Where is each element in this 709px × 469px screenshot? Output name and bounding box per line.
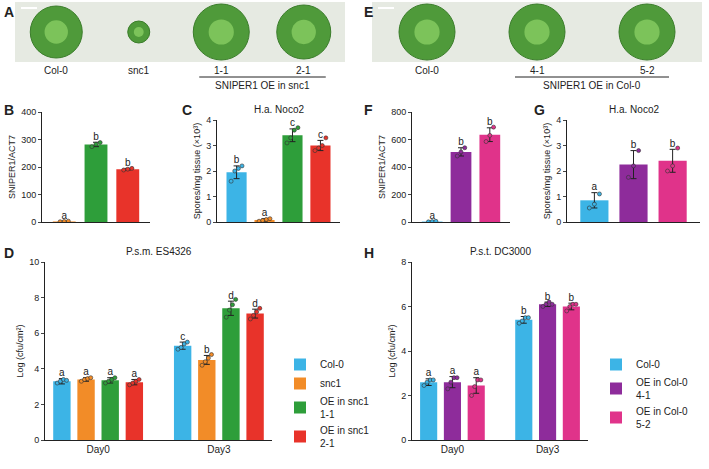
svg-text:a: a xyxy=(61,210,67,221)
svg-text:a: a xyxy=(450,365,456,376)
svg-text:b: b xyxy=(234,154,240,165)
svg-text:4: 4 xyxy=(34,364,39,374)
svg-text:a: a xyxy=(592,181,598,192)
svg-text:Log (cfu/cm²): Log (cfu/cm²) xyxy=(15,324,25,377)
svg-text:b: b xyxy=(487,116,493,127)
svg-text:2-1: 2-1 xyxy=(296,65,311,76)
svg-text:c: c xyxy=(180,331,185,342)
svg-text:Day0: Day0 xyxy=(441,444,465,455)
svg-text:2: 2 xyxy=(401,391,406,401)
svg-text:a: a xyxy=(429,210,435,221)
svg-text:Day0: Day0 xyxy=(86,444,110,455)
svg-text:8: 8 xyxy=(34,293,39,303)
svg-text:a: a xyxy=(132,368,138,379)
svg-text:b: b xyxy=(631,139,637,150)
svg-text:Log (cfu/cm²): Log (cfu/cm²) xyxy=(387,324,397,377)
svg-text:a: a xyxy=(83,366,89,377)
svg-text:G: G xyxy=(534,102,545,118)
svg-text:10: 10 xyxy=(29,257,39,267)
svg-text:5-2: 5-2 xyxy=(640,65,655,76)
svg-text:A: A xyxy=(4,4,14,20)
svg-text:1: 1 xyxy=(556,192,561,202)
svg-text:SNIPER1/ACT7: SNIPER1/ACT7 xyxy=(7,135,17,199)
svg-text:b: b xyxy=(569,292,575,303)
svg-text:b: b xyxy=(125,157,131,168)
svg-text:Col-0: Col-0 xyxy=(44,65,68,76)
svg-text:d: d xyxy=(228,290,234,301)
svg-text:SNIPER1/ACT7: SNIPER1/ACT7 xyxy=(377,135,387,199)
svg-text:OE in snc11-1: OE in snc11-1 xyxy=(320,396,369,420)
svg-text:2: 2 xyxy=(34,400,39,410)
svg-text:b: b xyxy=(670,138,676,149)
svg-text:Spores/mg tissue (×10³): Spores/mg tissue (×10³) xyxy=(542,123,552,219)
svg-text:snc1: snc1 xyxy=(320,378,342,389)
svg-text:3: 3 xyxy=(556,141,561,151)
svg-text:Day3: Day3 xyxy=(207,444,231,455)
svg-text:c: c xyxy=(290,117,295,128)
svg-text:a: a xyxy=(107,366,113,377)
svg-text:snc1: snc1 xyxy=(128,65,150,76)
svg-text:F: F xyxy=(364,102,373,118)
svg-text:300: 300 xyxy=(21,135,36,145)
svg-text:P.s.t. DC3000: P.s.t. DC3000 xyxy=(470,246,531,257)
svg-text:SNIPER1 OE in Col-0: SNIPER1 OE in Col-0 xyxy=(543,80,641,91)
svg-text:a: a xyxy=(473,366,479,377)
svg-text:2: 2 xyxy=(556,166,561,176)
svg-text:OE in Col-05-2: OE in Col-05-2 xyxy=(636,406,688,430)
svg-text:Col-0: Col-0 xyxy=(320,359,344,370)
svg-text:800: 800 xyxy=(391,107,406,117)
svg-text:Spores/mg tissue (×10³): Spores/mg tissue (×10³) xyxy=(192,123,202,219)
svg-text:1: 1 xyxy=(206,192,211,202)
svg-text:200: 200 xyxy=(391,190,406,200)
svg-text:SNIPER1 OE in snc1: SNIPER1 OE in snc1 xyxy=(215,80,310,91)
svg-text:0: 0 xyxy=(34,435,39,445)
svg-text:4: 4 xyxy=(206,115,211,125)
svg-text:a: a xyxy=(426,367,432,378)
svg-text:P.s.m. ES4326: P.s.m. ES4326 xyxy=(126,246,192,257)
svg-text:H.a. Noco2: H.a. Noco2 xyxy=(254,104,304,115)
svg-text:d: d xyxy=(252,298,258,309)
svg-text:6: 6 xyxy=(34,328,39,338)
svg-text:H.a. Noco2: H.a. Noco2 xyxy=(609,104,659,115)
svg-text:b: b xyxy=(521,305,527,316)
svg-text:Col-0: Col-0 xyxy=(636,359,660,370)
svg-text:Col-0: Col-0 xyxy=(415,65,439,76)
svg-text:E: E xyxy=(364,4,373,20)
svg-text:4-1: 4-1 xyxy=(530,65,545,76)
svg-text:OE in snc12-1: OE in snc12-1 xyxy=(320,425,369,449)
svg-text:0: 0 xyxy=(401,217,406,227)
svg-text:0: 0 xyxy=(556,217,561,227)
svg-text:a: a xyxy=(262,207,268,218)
svg-text:b: b xyxy=(204,344,210,355)
svg-text:4: 4 xyxy=(401,346,406,356)
svg-text:c: c xyxy=(318,129,323,140)
svg-text:b: b xyxy=(458,136,464,147)
svg-text:H: H xyxy=(364,245,374,261)
svg-text:0: 0 xyxy=(206,217,211,227)
svg-text:100: 100 xyxy=(21,190,36,200)
svg-text:0: 0 xyxy=(401,435,406,445)
svg-text:400: 400 xyxy=(21,107,36,117)
svg-text:D: D xyxy=(4,245,14,261)
svg-text:1-1: 1-1 xyxy=(214,65,229,76)
svg-text:400: 400 xyxy=(391,162,406,172)
svg-text:3: 3 xyxy=(206,141,211,151)
svg-text:B: B xyxy=(4,102,14,118)
svg-text:OE in Col-04-1: OE in Col-04-1 xyxy=(636,377,688,401)
svg-text:2: 2 xyxy=(206,166,211,176)
svg-text:Day3: Day3 xyxy=(536,444,560,455)
svg-text:b: b xyxy=(545,291,551,302)
svg-text:C: C xyxy=(182,102,192,118)
svg-text:8: 8 xyxy=(401,257,406,267)
svg-text:600: 600 xyxy=(391,135,406,145)
svg-text:0: 0 xyxy=(31,217,36,227)
svg-text:200: 200 xyxy=(21,162,36,172)
svg-text:a: a xyxy=(59,367,65,378)
svg-text:b: b xyxy=(93,131,99,142)
svg-text:6: 6 xyxy=(401,302,406,312)
svg-text:4: 4 xyxy=(556,115,561,125)
